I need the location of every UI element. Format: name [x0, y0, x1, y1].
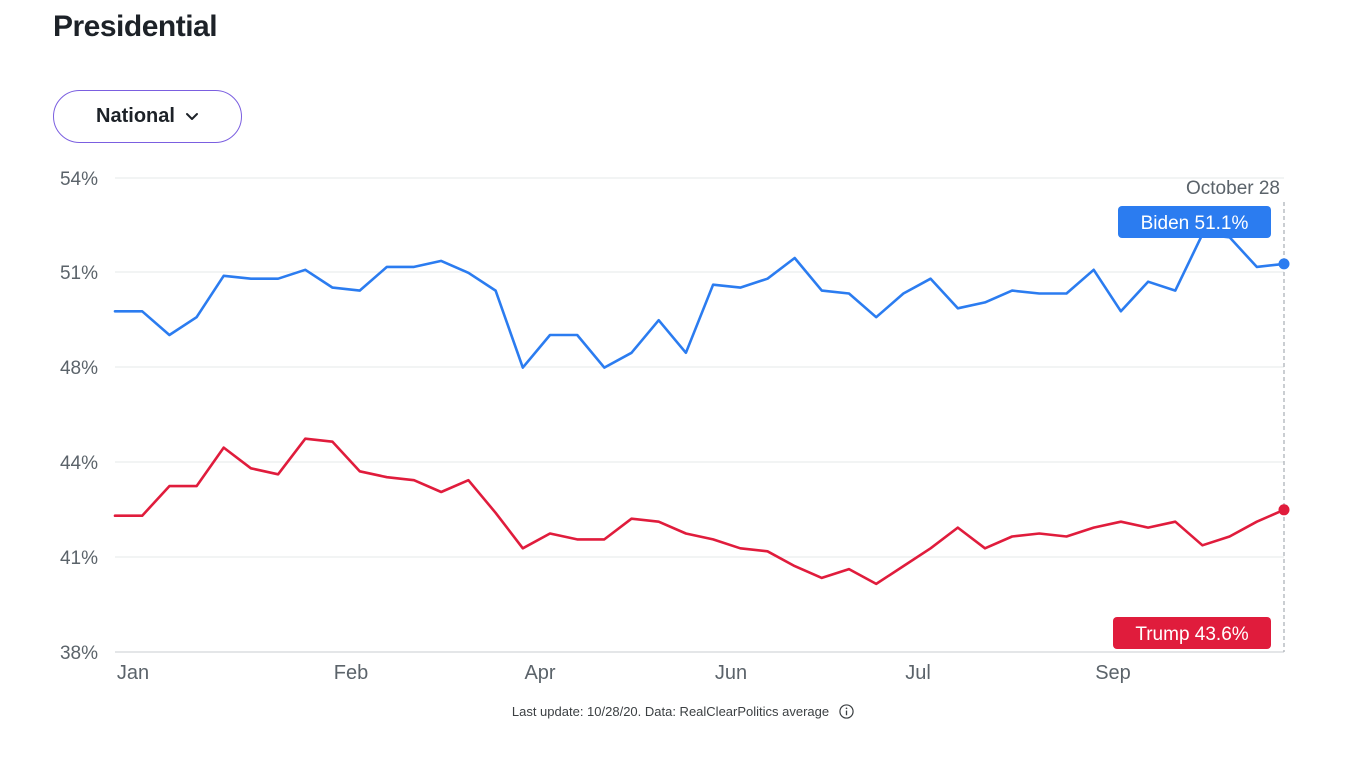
chart-footer: Last update: 10/28/20. Data: RealClearPo…	[0, 704, 1366, 719]
y-tick-label: 44%	[60, 453, 98, 474]
series-endpoint-trump	[1278, 504, 1290, 516]
y-tick-label: 51%	[60, 263, 98, 284]
x-tick-label: Apr	[524, 662, 555, 684]
page-title: Presidential	[53, 10, 218, 43]
biden-value-label: Biden 51.1%	[1141, 213, 1249, 234]
y-tick-label: 48%	[60, 358, 98, 379]
footer-text: Last update: 10/28/20. Data: RealClearPo…	[511, 704, 830, 719]
x-tick-label: Sep	[1095, 662, 1131, 684]
trump-value-badge	[1113, 617, 1271, 649]
trump-value-label: Trump 43.6%	[1135, 624, 1248, 645]
x-tick-label: Jun	[715, 662, 747, 684]
region-select-label: National	[96, 105, 175, 127]
biden-value-badge	[1118, 206, 1271, 238]
x-tick-label: Jul	[905, 662, 931, 684]
region-select[interactable]: National	[53, 90, 242, 143]
series-line-trump	[113, 437, 1286, 586]
date-label: October 28	[1186, 178, 1280, 199]
y-tick-label: 41%	[60, 548, 98, 569]
x-tick-label: Jan	[117, 662, 149, 684]
info-icon[interactable]	[839, 704, 854, 719]
chevron-down-icon	[185, 112, 199, 121]
y-tick-label: 54%	[60, 169, 98, 190]
series-line-biden	[113, 233, 1286, 369]
series-endpoint-biden	[1278, 258, 1290, 270]
x-tick-label: Feb	[334, 662, 368, 684]
y-tick-label: 38%	[60, 643, 98, 664]
line-chart: 54% 51% 48% 44% 41% 38% Jan Feb Apr Jun Jul Sep Octo…	[60, 169, 1290, 684]
